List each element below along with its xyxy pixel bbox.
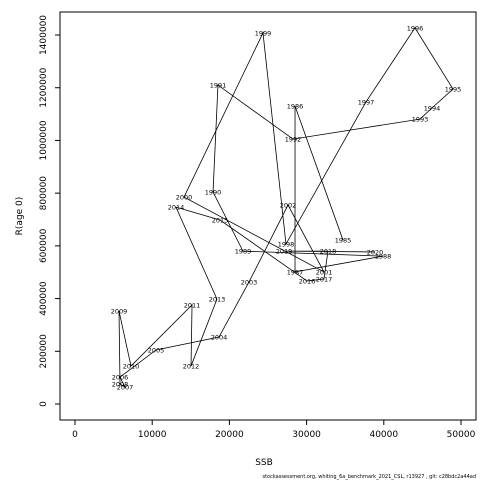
point-label: 2010 <box>123 363 140 371</box>
plot-frame <box>59 11 477 421</box>
x-tick-label: 0 <box>72 430 78 440</box>
point-label: 2002 <box>280 202 297 210</box>
point-label: 1993 <box>412 116 429 124</box>
point-label: 2008 <box>112 380 129 388</box>
point-label: 1988 <box>375 253 392 261</box>
point-label: 2000 <box>176 194 193 202</box>
point-label: 2006 <box>112 374 129 382</box>
point-label: 1989 <box>235 248 252 256</box>
point-label: 2015 <box>212 217 229 225</box>
point-label: 2003 <box>241 278 258 286</box>
point-label: 2009 <box>111 307 128 315</box>
y-tick-label: 200000 <box>39 334 49 369</box>
point-label: 2019 <box>276 248 293 256</box>
point-label: 1995 <box>445 86 462 94</box>
point-label: 2013 <box>209 296 226 304</box>
point-label: 2020 <box>367 248 384 256</box>
point-label: 2005 <box>148 346 165 354</box>
y-tick-label: 0 <box>39 401 49 407</box>
trajectory-line <box>118 27 454 389</box>
point-label: 2016 <box>299 277 316 285</box>
point-label: 1990 <box>205 189 222 197</box>
point-label: 2017 <box>316 276 333 284</box>
point-label: 1998 <box>278 241 295 249</box>
x-tick-label: 10000 <box>138 430 167 440</box>
point-label: 2004 <box>211 334 228 342</box>
point-label: 1999 <box>255 29 272 37</box>
point-label: 2001 <box>316 268 333 276</box>
point-label: 2012 <box>183 363 200 371</box>
point-label: 1992 <box>285 136 302 144</box>
x-axis-label: SSB <box>255 458 273 468</box>
y-tick-label: 1400000 <box>39 15 49 55</box>
x-tick-label: 30000 <box>292 430 321 440</box>
y-axis-label: R(age 0) <box>15 197 25 236</box>
y-tick-label: 800000 <box>39 176 49 211</box>
point-label: 1985 <box>335 237 352 245</box>
point-label: 1997 <box>358 98 375 106</box>
point-label: 1991 <box>210 82 227 90</box>
point-label: 1986 <box>287 103 304 111</box>
point-label: 2007 <box>117 384 134 392</box>
point-label: 1987 <box>287 268 304 276</box>
x-tick-label: 40000 <box>369 430 398 440</box>
y-tick-label: 1200000 <box>39 67 49 107</box>
y-tick-label: 400000 <box>39 281 49 316</box>
x-tick-label: 50000 <box>447 430 476 440</box>
x-tick-label: 20000 <box>215 430 244 440</box>
point-label: 2011 <box>184 301 201 309</box>
footnote: stockassessment.org, whiting_6a_benchmar… <box>262 474 476 480</box>
point-label: 2014 <box>168 204 185 212</box>
point-label: 1994 <box>424 105 441 113</box>
point-label: 1996 <box>407 24 424 32</box>
y-tick-label: 1000000 <box>39 120 49 160</box>
y-tick-label: 600000 <box>39 228 49 263</box>
point-label: 2018 <box>320 248 337 256</box>
